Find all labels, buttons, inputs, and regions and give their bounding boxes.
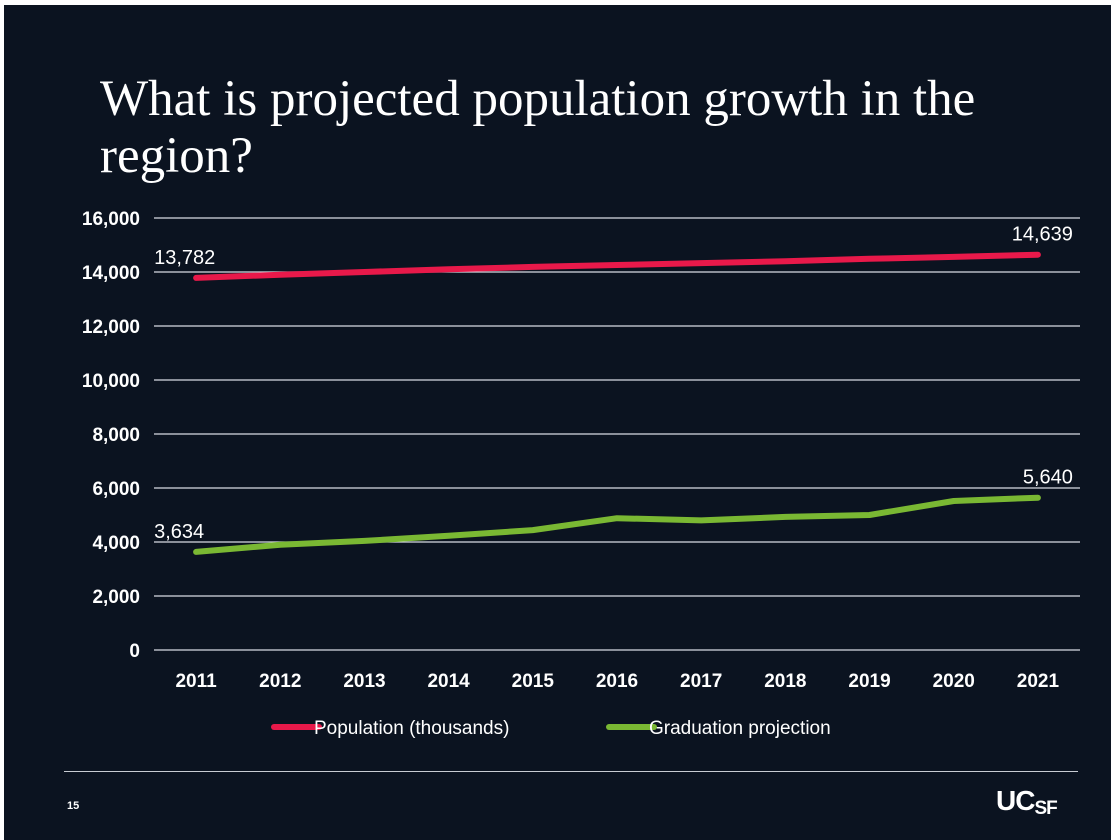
x-tick-label: 2012 [259,671,301,692]
logo-sf: SF [1034,798,1057,819]
x-tick-label: 2018 [764,671,806,692]
y-tick-label: 0 [129,641,140,662]
y-tick-label: 4,000 [92,533,140,554]
logo-uc: UC [996,785,1035,816]
y-tick-label: 2,000 [92,587,140,608]
x-tick-label: 2015 [512,671,555,692]
x-tick-label: 2011 [175,671,217,692]
legend-label: Graduation projection [649,718,831,739]
population-growth-line-chart: 16,000 14,000 12,000 10,000 8,000 6,000 4,000 2… [82,209,1080,739]
footer-divider [64,771,1078,772]
y-tick-label: 10,000 [82,371,140,392]
page-number: 15 [67,800,80,812]
x-tick-label: 2014 [427,671,470,692]
ucsf-logo: UCSF [996,785,1058,819]
x-tick-label: 2016 [596,671,638,692]
legend-label: Population (thousands) [314,718,509,739]
y-tick-label: 8,000 [92,425,140,446]
y-tick-label: 6,000 [92,479,140,500]
y-tick-label: 14,000 [82,263,140,284]
data-label: 13,782 [154,247,215,269]
slide-title: What is projected population growth in t… [100,71,976,184]
series-line-population [193,251,1041,281]
x-tick-label: 2017 [680,671,722,692]
data-label: 3,634 [154,521,204,543]
slide: What is projected population growth in t… [4,5,1111,840]
data-label: 14,639 [1012,224,1073,246]
y-tick-label: 12,000 [82,317,140,338]
x-tick-label: 2019 [848,671,890,692]
x-tick-label: 2013 [343,671,385,692]
series-line-graduation [193,494,1041,555]
y-tick-label: 16,000 [82,209,140,230]
data-label: 5,640 [1023,467,1073,489]
x-tick-label: 2020 [933,671,975,692]
x-tick-label: 2021 [1017,671,1060,692]
